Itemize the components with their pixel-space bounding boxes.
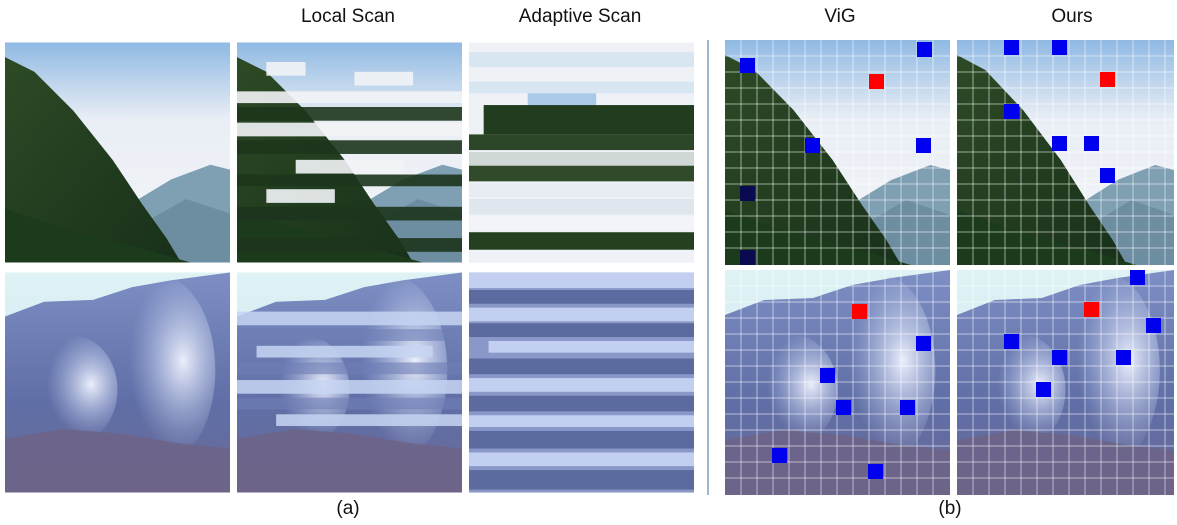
- neighbor-patch: [1036, 382, 1051, 397]
- neighbor-patch: [1116, 350, 1131, 365]
- header-adaptive-scan: Adaptive Scan: [518, 6, 642, 27]
- ours-image-mountain: [957, 40, 1174, 265]
- query-patch: [869, 74, 884, 89]
- neighbor-patch: [1004, 104, 1019, 119]
- header-local-scan: Local Scan: [300, 6, 395, 27]
- neighbor-patch: [820, 368, 835, 383]
- neighbor-patch: [1052, 40, 1067, 55]
- neighbor-patch: [916, 336, 931, 351]
- section-divider: [707, 40, 709, 495]
- adaptive-scan-image-smoke: [469, 270, 694, 495]
- neighbor-patch: [740, 58, 755, 73]
- patch-grid: [957, 270, 1174, 495]
- neighbor-patch: [916, 138, 931, 153]
- query-patch: [852, 304, 867, 319]
- neighbor-patch: [1130, 270, 1145, 285]
- header-vig: ViG: [824, 6, 856, 27]
- header-ours: Ours: [1051, 6, 1093, 27]
- neighbor-patch: [836, 400, 851, 415]
- neighbor-patch: [1004, 334, 1019, 349]
- local-scan-image-smoke: [237, 270, 462, 495]
- local-scan-image-mountain: [237, 40, 462, 265]
- patch-grid: [957, 40, 1174, 265]
- neighbor-patch: [1052, 350, 1067, 365]
- vig-image-mountain: [725, 40, 950, 265]
- neighbor-patch: [917, 42, 932, 57]
- query-patch: [1100, 72, 1115, 87]
- neighbor-patch: [1004, 40, 1019, 55]
- neighbor-patch: [1100, 168, 1115, 183]
- subfigure-label-b: (b): [938, 498, 962, 519]
- subfigure-label-a: (a): [336, 498, 360, 519]
- neighbor-patch: [805, 138, 820, 153]
- original-image-smoke: [5, 270, 230, 495]
- neighbor-patch: [868, 464, 883, 479]
- original-image-mountain: [5, 40, 230, 265]
- neighbor-patch: [740, 250, 755, 265]
- neighbor-patch: [900, 400, 915, 415]
- neighbor-patch: [1052, 136, 1067, 151]
- neighbor-patch: [740, 186, 755, 201]
- neighbor-patch: [1146, 318, 1161, 333]
- neighbor-patch: [772, 448, 787, 463]
- adaptive-scan-image-mountain: [469, 40, 694, 265]
- patch-grid: [725, 270, 950, 495]
- neighbor-patch: [1084, 136, 1099, 151]
- vig-image-smoke: [725, 270, 950, 495]
- query-patch: [1084, 302, 1099, 317]
- ours-image-smoke: [957, 270, 1174, 495]
